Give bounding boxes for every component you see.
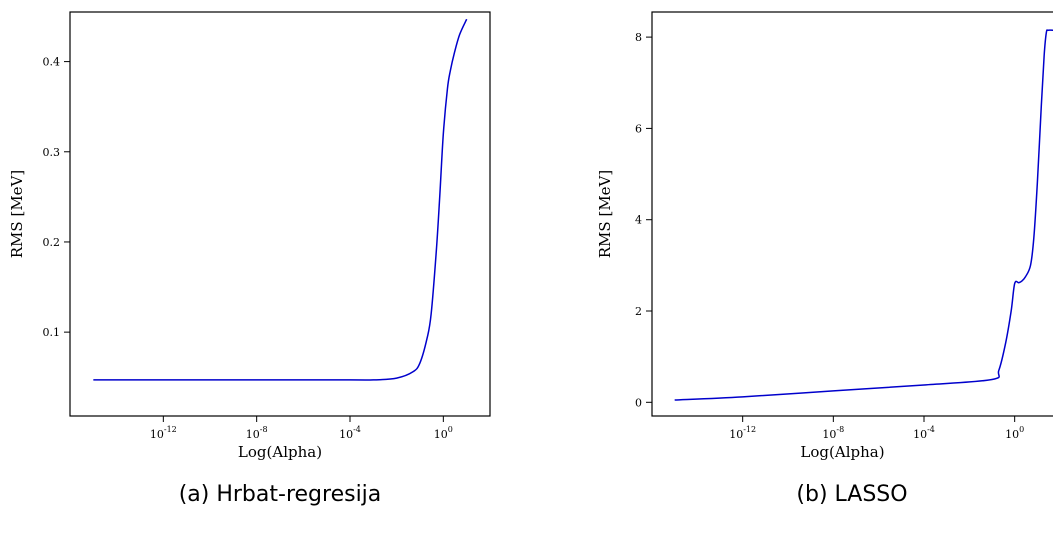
y-tick-label: 0.2 xyxy=(43,236,61,249)
y-tick-label: 0.3 xyxy=(43,146,61,159)
x-tick-label: 100 xyxy=(434,425,453,441)
y-tick-label: 0 xyxy=(635,396,642,409)
x-tick-label: 10-8 xyxy=(822,425,844,441)
subfigure-caption: (b) LASSO xyxy=(796,482,907,507)
x-tick-label: 10-12 xyxy=(729,425,756,441)
y-tick-label: 6 xyxy=(635,122,642,135)
series-line xyxy=(93,18,468,381)
y-tick-label: 8 xyxy=(635,31,642,44)
panel-ridge: 10-12 10-8 10-4 100 0.1 0.2 0.3 0.4 Log(Alpha) RM… xyxy=(8,11,491,507)
y-tick-label: 2 xyxy=(635,305,642,318)
x-tick-label: 10-4 xyxy=(339,425,361,441)
x-tick-label: 10-12 xyxy=(150,425,177,441)
plot-frame xyxy=(69,11,491,417)
panel-lasso: 10-12 10-8 10-4 100 0 2 4 6 8 Log(Alpha) RMS [MeV]… xyxy=(596,11,1053,507)
x-tick-label: 10-8 xyxy=(246,425,268,441)
y-axis-label: RMS [MeV] xyxy=(596,170,614,258)
y-axis-label: RMS [MeV] xyxy=(8,170,26,258)
y-tick-label: 0.4 xyxy=(43,56,61,69)
series-line xyxy=(674,29,1053,401)
x-axis-label: Log(Alpha) xyxy=(238,443,322,461)
x-tick-label: 10-4 xyxy=(913,425,935,441)
plot-frame xyxy=(651,11,1053,417)
subfigure-caption: (a) Hrbat-regresija xyxy=(179,482,382,507)
x-axis-label: Log(Alpha) xyxy=(800,443,884,461)
x-tick-label: 100 xyxy=(1005,425,1024,441)
y-tick-label: 0.1 xyxy=(43,326,61,339)
y-tick-label: 4 xyxy=(635,214,642,227)
